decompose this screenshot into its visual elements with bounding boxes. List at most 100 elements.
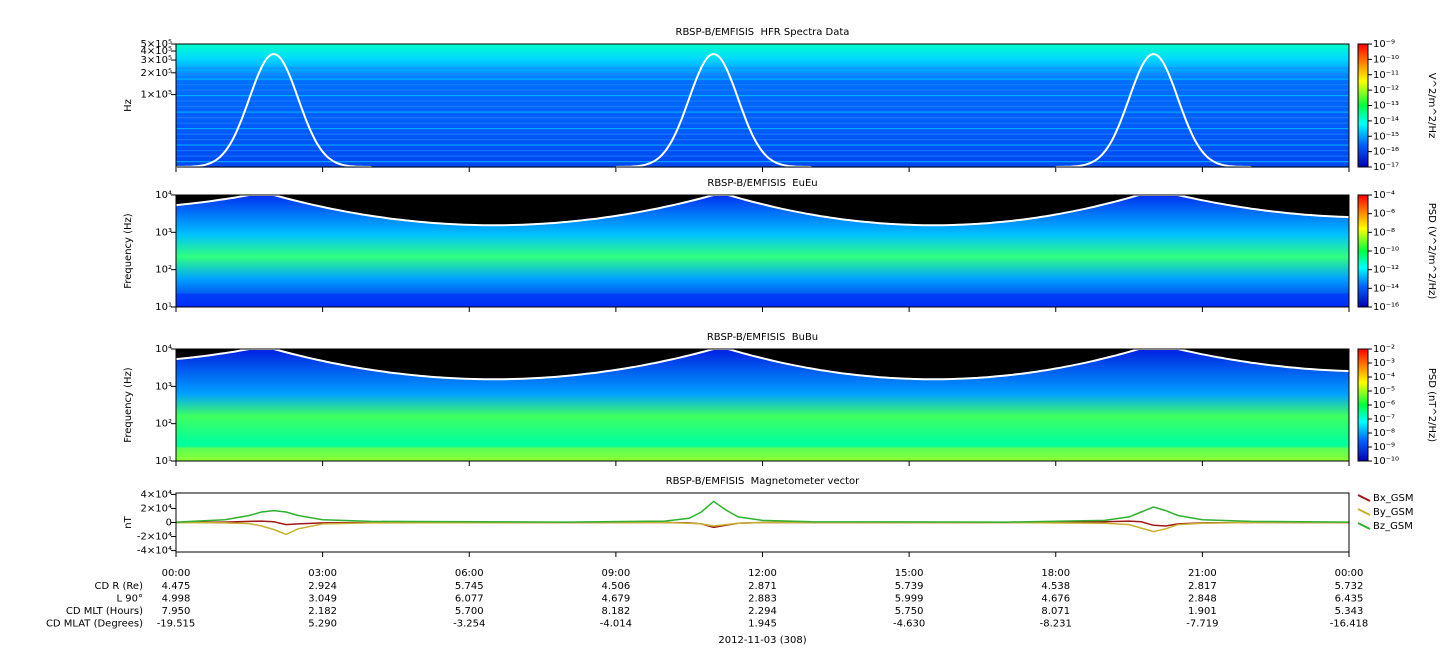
date-label: 2012-11-03 (308)	[718, 635, 806, 646]
x-tick-label: 18:00	[1041, 568, 1070, 579]
colorbar-tick-label: 10⁻¹⁴	[1373, 283, 1399, 294]
plot-frame	[175, 348, 1350, 462]
ephemeris-value: 2.883	[748, 594, 777, 605]
colorbar	[1357, 43, 1369, 168]
colorbar-tick-label: 10⁻¹²	[1373, 265, 1399, 276]
ephemeris-value: 2.924	[308, 581, 337, 592]
y-axis-label: Frequency (Hz)	[123, 367, 134, 443]
ephemeris-value: 2.848	[1188, 594, 1217, 605]
band	[176, 106, 1349, 108]
plot-frame	[175, 194, 1350, 308]
colorbar-tick-label: 10⁻¹²	[1373, 85, 1399, 96]
ephemeris-value: 8.182	[602, 606, 631, 617]
plasma-line	[1055, 52, 1252, 168]
band	[176, 122, 1349, 124]
colorbar-tick-label: 10⁻²	[1373, 344, 1395, 355]
ephemeris-value: 6.435	[1335, 594, 1364, 605]
y-tick-label: 0	[166, 518, 172, 529]
colorbar-tick-label: 10⁻¹⁶	[1373, 147, 1399, 158]
legend-label: Bz_GSM	[1373, 521, 1413, 532]
band	[176, 155, 1349, 157]
y-tick-label: 2×10⁴	[141, 503, 172, 514]
ephemeris-value: -16.418	[1330, 619, 1369, 630]
y-tick-label: -2×10⁴	[137, 532, 172, 543]
colorbar-tick-label: 10⁻¹⁴	[1373, 116, 1399, 127]
ephemeris-value: 7.950	[162, 606, 191, 617]
ephemeris-value: 5.732	[1335, 581, 1364, 592]
ephemeris-value: 2.294	[748, 606, 777, 617]
ephemeris-label: L 90°	[117, 594, 143, 605]
y-tick-label: 10²	[155, 265, 172, 276]
plasma-line	[615, 52, 812, 168]
colorbar-tick-label: 10⁻⁴	[1373, 372, 1395, 383]
colorbar-tick-label: 10⁻⁶	[1373, 400, 1395, 411]
colorbar-tick-label: 10⁻¹⁷	[1373, 162, 1399, 173]
x-tick-label: 21:00	[1188, 568, 1217, 579]
legend-label: Bx_GSM	[1373, 493, 1414, 504]
colorbar-tick-label: 10⁻¹³	[1373, 101, 1399, 112]
y-tick-label: -4×10⁴	[137, 546, 172, 557]
ephemeris-value: 4.538	[1041, 581, 1070, 592]
ephemeris-value: -8.231	[1040, 619, 1072, 630]
ephemeris-value: 4.506	[602, 581, 631, 592]
colorbar-tick-label: 10⁻³	[1373, 358, 1395, 369]
ephemeris-value: -19.515	[157, 619, 196, 630]
colorbar-tick-label: 10⁻⁷	[1373, 414, 1395, 425]
ephemeris-label: CD MLT (Hours)	[66, 606, 143, 617]
plasma-line	[175, 52, 372, 168]
colorbar-tick-label: 10⁻⁸	[1373, 428, 1395, 439]
band	[176, 95, 1349, 97]
ephemeris-value: -7.719	[1186, 619, 1218, 630]
panel-title: RBSP-B/EMFISIS BuBu	[707, 332, 818, 343]
ephemeris-value: 5.745	[455, 581, 484, 592]
band	[176, 144, 1349, 146]
ephemeris-value: -4.630	[893, 619, 925, 630]
ephemeris-value: 1.945	[748, 619, 777, 630]
colorbar-tick-label: 10⁻¹⁰	[1373, 456, 1399, 467]
ephemeris-value: 2.871	[748, 581, 777, 592]
band	[176, 100, 1349, 102]
y-tick-label: 3×10⁵	[141, 55, 172, 66]
x-tick-label: 09:00	[601, 568, 630, 579]
series-line	[175, 500, 1350, 523]
y-tick-label: 10²	[155, 419, 172, 430]
ephemeris-value: 5.750	[895, 606, 924, 617]
x-tick-label: 00:00	[162, 568, 191, 579]
x-tick-label: 03:00	[308, 568, 337, 579]
ephemeris-value: -3.254	[453, 619, 485, 630]
band	[176, 89, 1349, 91]
band	[176, 73, 1349, 75]
y-tick-label: 4×10⁴	[141, 489, 172, 500]
band	[176, 139, 1349, 141]
band	[176, 161, 1349, 163]
band	[176, 84, 1349, 86]
ephemeris-value: 5.999	[895, 594, 924, 605]
y-tick-label: 10³	[155, 227, 172, 238]
ephemeris-value: 5.343	[1335, 606, 1364, 617]
colorbar-label: V^2/m^2/Hz	[1426, 73, 1437, 139]
colorbar-tick-label: 10⁻⁸	[1373, 227, 1395, 238]
band	[176, 62, 1349, 64]
colorbar-tick-label: 10⁻¹⁰	[1373, 246, 1399, 257]
colorbar-tick-label: 10⁻¹⁵	[1373, 131, 1399, 142]
ephemeris-value: 5.700	[455, 606, 484, 617]
ephemeris-value: 4.679	[602, 594, 631, 605]
y-axis-label: nT	[123, 515, 134, 528]
panel-title: RBSP-B/EMFISIS HFR Spectra Data	[676, 27, 850, 38]
band	[176, 133, 1349, 135]
colorbar-tick-label: 10⁻⁹	[1373, 442, 1395, 453]
ephemeris-value: 5.290	[308, 619, 337, 630]
band	[176, 128, 1349, 130]
plot-frame	[175, 43, 1350, 168]
y-tick-label: 10⁴	[155, 344, 172, 355]
ephemeris-value: 2.182	[308, 606, 337, 617]
y-tick-label: 1×10⁵	[141, 90, 172, 101]
y-tick-label: 4×10⁵	[141, 46, 172, 57]
colorbar-tick-label: 10⁻⁵	[1373, 386, 1395, 397]
spectrogram-image	[176, 44, 1349, 167]
colorbar-tick-label: 10⁻¹⁰	[1373, 54, 1399, 65]
colorbar	[1357, 194, 1369, 308]
ephemeris-value: 4.676	[1041, 594, 1070, 605]
x-tick-label: 12:00	[748, 568, 777, 579]
